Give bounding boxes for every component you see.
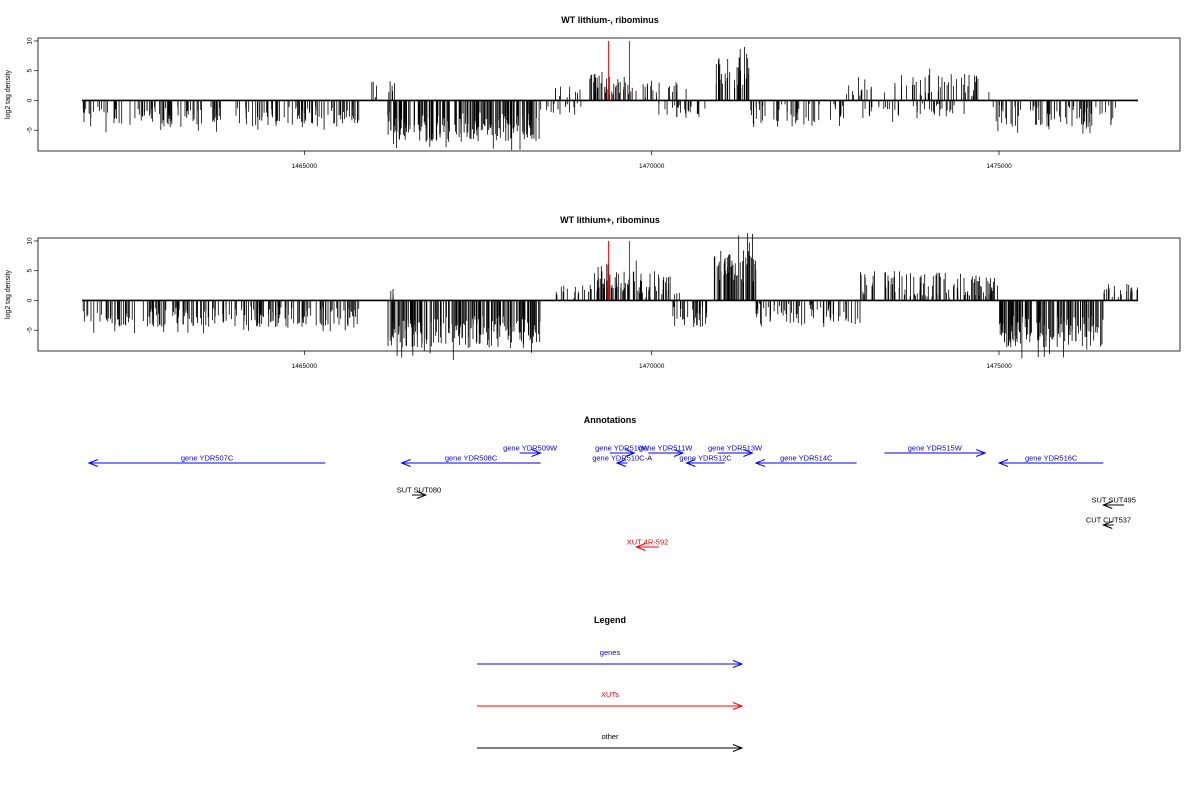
annotation-label: SUT SUT495 [1091,496,1135,505]
panel-2-frame [37,237,1181,352]
annotation-feature: gene YDR512C [679,454,732,467]
annotation-feature: gene YDR515W [884,444,987,457]
annotation-feature: gene YDR507C [87,454,326,467]
xtick-label: 1475000 [986,163,1012,170]
annotation-label: gene YDR514C [780,454,833,463]
annotation-label: gene YDR510W [595,444,650,453]
legend-panel: Legend genes XUTs other [477,615,744,752]
annotation-label: gene YDR513W [708,444,763,453]
legend-item: XUTs [477,690,744,710]
annotations-panel: Annotations gene YDR507C gene YDR508Cgene… [87,415,1136,551]
ytick-label: 5 [27,269,34,273]
xtick-label: 1465000 [292,163,318,170]
feature-arrowhead [997,459,1009,467]
feature-arrowhead [635,543,646,551]
feature-arrowhead [400,459,411,467]
xtick-label: 1465000 [292,363,318,370]
annotation-label: gene YDR508C [445,454,498,463]
panel-1-bars [82,47,1116,151]
feature-arrowhead [732,744,744,752]
feature-arrowhead [87,459,99,467]
panel-1-frame [37,37,1181,152]
legend-item: genes [477,648,744,668]
annotation-feature: XUT 4R-592 [627,538,669,551]
ytick-label: 10 [27,237,34,245]
annotation-label: gene YDR511W [639,444,693,453]
feature-arrowhead [743,449,754,457]
annotation-feature: gene YDR514C [754,454,857,467]
panel-2-xticks: 1465000 1470000 1475000 [292,351,1012,370]
panel-2-highlights [608,240,630,301]
annotation-label: gene YDR516C [1025,454,1078,463]
ytick-label: -5 [27,127,34,133]
legend-label: other [601,732,619,741]
panel-1-yticks: -5 0 5 10 [27,37,38,133]
feature-arrowhead [732,702,744,710]
panel-2-ylabel: log2 tag density [5,269,12,319]
feature-arrowhead [615,459,627,467]
ytick-label: -5 [27,327,34,333]
annotation-feature: gene YDR511W [639,444,693,457]
xtick-label: 1470000 [639,163,665,170]
feature-arrowhead [416,491,428,499]
feature-arrowhead [975,449,987,457]
annotation-feature: gene YDR509W [503,444,558,457]
feature-arrowhead [1101,521,1113,529]
annotation-label: XUT 4R-592 [627,538,669,547]
legend-label: XUTs [601,690,619,699]
legend-items: genes XUTs other [477,648,744,752]
ytick-label: 0 [27,298,34,302]
annotation-label: CUT CUT537 [1086,516,1131,525]
panel-lithium-minus: WT lithium-, ribominus log2 tag density … [5,15,1181,170]
annotation-feature: SUT SUT080 [397,486,441,499]
annotation-features: gene YDR507C gene YDR508C gene YDR509W gene… [87,444,1136,551]
annotation-label: gene YDR512C [679,454,732,463]
annotation-feature: gene YDR510W [595,444,650,457]
legend-label: genes [600,648,621,657]
feature-arrowhead [685,459,696,467]
feature-arrowhead [531,449,542,457]
feature-arrowhead [754,459,766,467]
annotation-feature: gene YDR513W [708,444,763,457]
annotation-label: SUT SUT080 [397,486,441,495]
panel-lithium-plus: WT lithium+, ribominus log2 tag density … [5,215,1181,370]
xtick-label: 1475000 [986,363,1012,370]
annotation-feature: gene YDR516C [997,454,1104,467]
panel-2-title: WT lithium+, ribominus [560,215,660,225]
feature-arrowhead [673,449,685,457]
feature-arrowhead [1101,501,1113,509]
annotation-label: gene YDR509W [503,444,558,453]
feature-arrowhead [625,449,636,457]
annotation-label: gene YDR510C-A [592,454,652,463]
annotation-label: gene YDR507C [181,454,234,463]
annotation-feature: SUT SUT495 [1091,496,1136,509]
feature-arrowhead [732,660,744,668]
annotation-feature: gene YDR510C-A [592,454,652,467]
annotation-feature: CUT CUT537 [1086,516,1131,529]
legend-title: Legend [594,615,626,625]
panel-2-yticks: -5 0 5 10 [27,237,38,333]
legend-item: other [477,732,744,752]
panel-1-ylabel: log2 tag density [5,69,12,119]
annotation-feature: gene YDR508C [400,454,541,467]
panel-1-highlights [608,40,630,101]
annotations-title: Annotations [584,415,637,425]
annotation-label: gene YDR515W [908,444,963,453]
ytick-label: 0 [27,98,34,102]
ytick-label: 10 [27,37,34,45]
panel-1-xticks: 1465000 1470000 1475000 [292,151,1012,170]
panel-2-bars [82,233,1138,360]
xtick-label: 1470000 [639,363,665,370]
panel-1-title: WT lithium-, ribominus [561,15,659,25]
ytick-label: 5 [27,69,34,73]
